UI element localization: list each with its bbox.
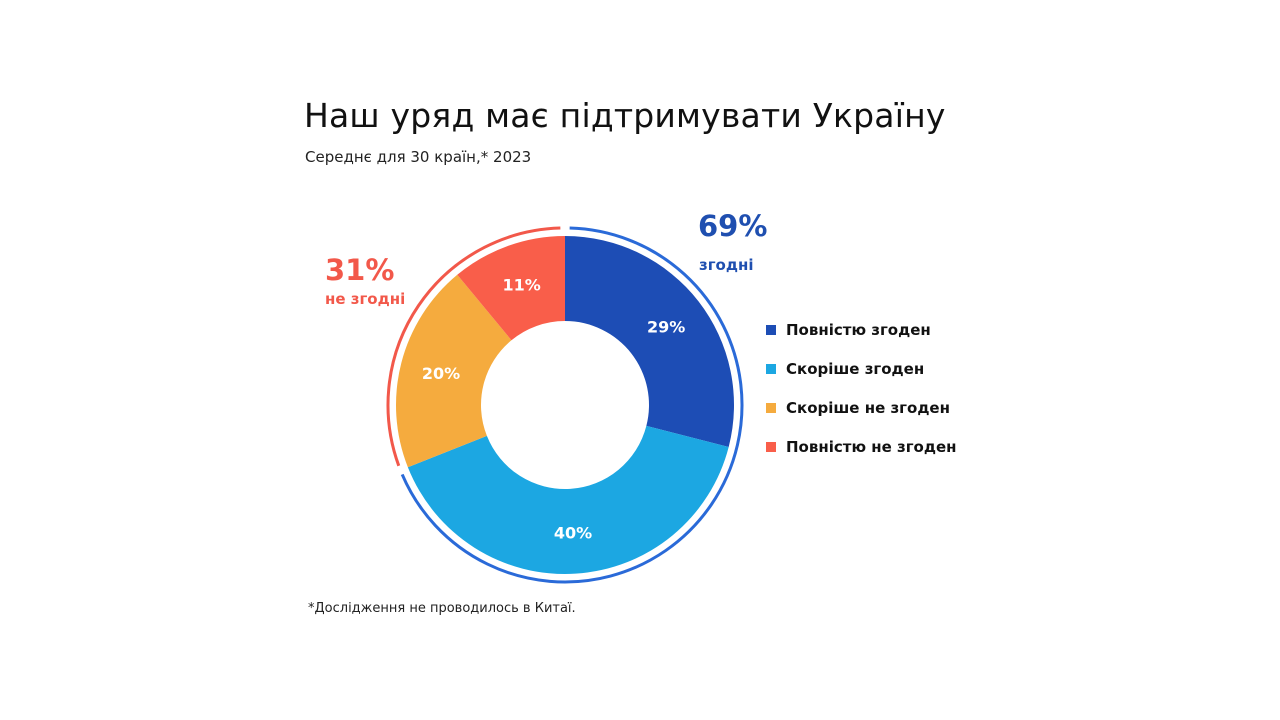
footnote: *Дослідження не проводилось в Китаї. <box>308 601 576 616</box>
chart-legend: Повністю згоден Скоріше згоден Скоріше не … <box>766 320 957 476</box>
donut-slice-3 <box>396 274 512 468</box>
donut-slice-1 <box>565 236 734 448</box>
disagree-total-percent: 31% <box>325 253 395 287</box>
slice-value-label-4: 11% <box>502 276 540 295</box>
legend-item-3: Скоріше не згоден <box>766 398 957 418</box>
legend-item-4: Повністю не згоден <box>766 437 957 457</box>
agree-group-arc <box>400 226 744 584</box>
legend-label: Скоріше не згоден <box>786 399 950 417</box>
slice-value-label-3: 20% <box>422 364 460 383</box>
disagree-total-label: не згодні <box>325 290 406 308</box>
legend-label: Повністю не згоден <box>786 438 957 456</box>
agree-total-label: згодні <box>699 256 754 274</box>
donut-slice-4 <box>457 236 565 341</box>
donut-slice-2 <box>407 425 729 575</box>
legend-swatch <box>766 442 776 452</box>
legend-swatch <box>766 325 776 335</box>
legend-label: Скоріше згоден <box>786 360 925 378</box>
chart-title: Наш уряд має підтримувати Україну <box>304 96 946 135</box>
legend-label: Повністю згоден <box>786 321 931 339</box>
slice-value-label-2: 40% <box>554 524 592 543</box>
legend-item-2: Скоріше згоден <box>766 359 957 379</box>
disagree-group-arc <box>386 226 561 467</box>
slice-value-label-1: 29% <box>647 318 685 337</box>
legend-item-1: Повністю згоден <box>766 320 957 340</box>
legend-swatch <box>766 403 776 413</box>
chart-subtitle: Середнє для 30 країн,* 2023 <box>305 148 532 166</box>
agree-total-percent: 69% <box>698 209 768 243</box>
legend-swatch <box>766 364 776 374</box>
